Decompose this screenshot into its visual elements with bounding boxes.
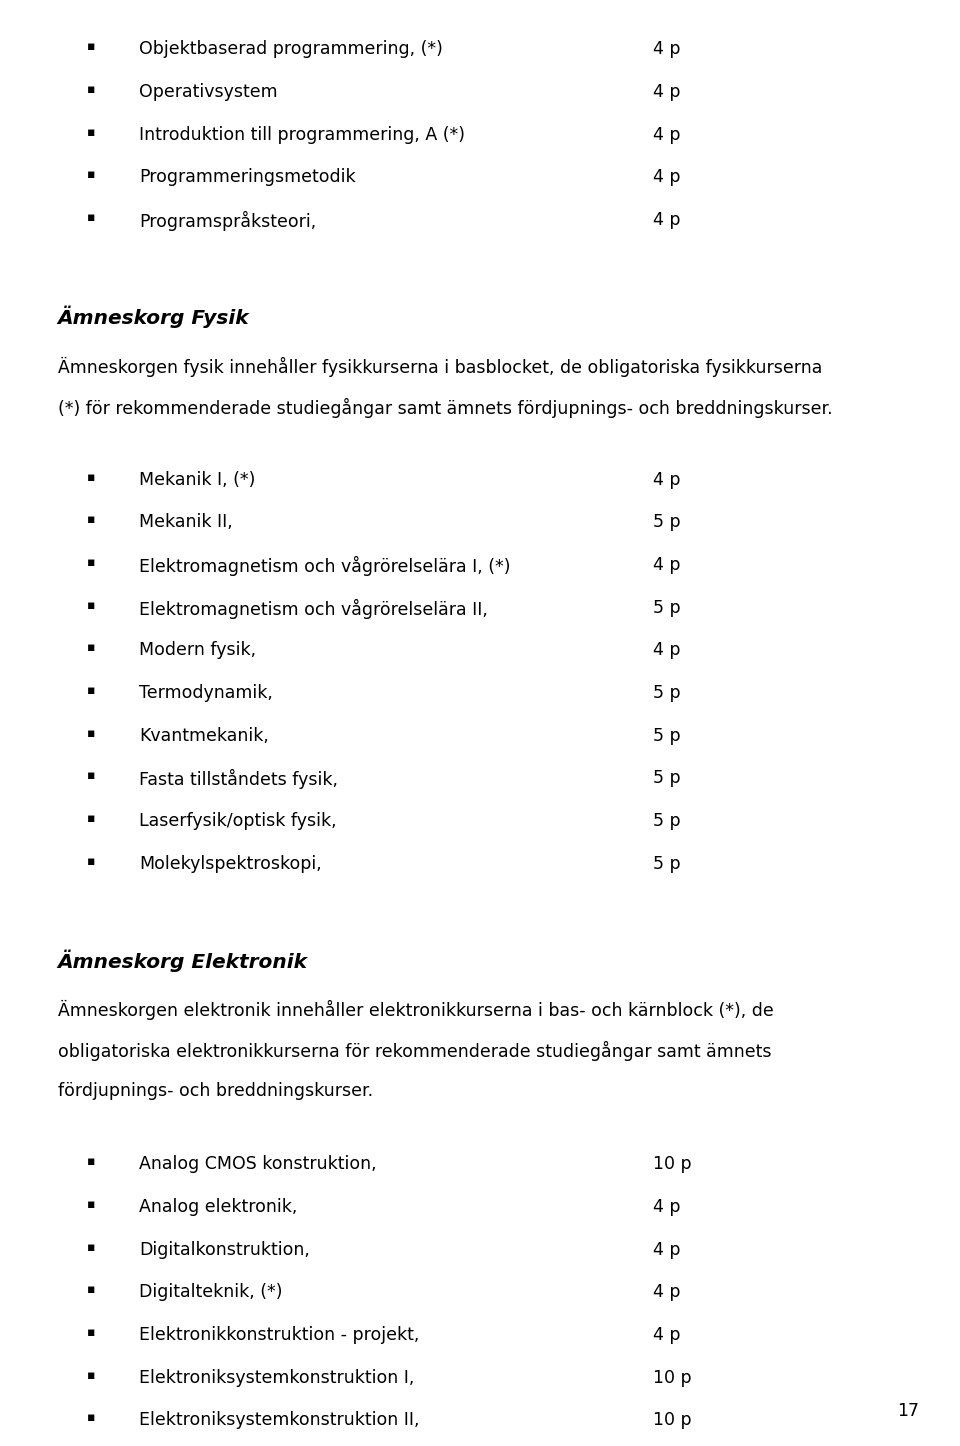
Text: 10 p: 10 p bbox=[653, 1155, 691, 1173]
Text: ▪: ▪ bbox=[87, 855, 95, 868]
Text: ▪: ▪ bbox=[87, 1411, 95, 1424]
Text: ▪: ▪ bbox=[87, 1326, 95, 1339]
Text: ▪: ▪ bbox=[87, 513, 95, 526]
Text: 5 p: 5 p bbox=[653, 726, 681, 745]
Text: Operativsystem: Operativsystem bbox=[139, 82, 277, 101]
Text: Modern fysik,: Modern fysik, bbox=[139, 641, 256, 659]
Text: 4 p: 4 p bbox=[653, 40, 681, 58]
Text: Digitalteknik, (*): Digitalteknik, (*) bbox=[139, 1283, 282, 1301]
Text: ▪: ▪ bbox=[87, 1283, 95, 1296]
Text: ▪: ▪ bbox=[87, 40, 95, 54]
Text: Ämneskorg Fysik: Ämneskorg Fysik bbox=[58, 305, 250, 328]
Text: 4 p: 4 p bbox=[653, 641, 681, 659]
Text: Kvantmekanik,: Kvantmekanik, bbox=[139, 726, 269, 745]
Text: Analog CMOS konstruktion,: Analog CMOS konstruktion, bbox=[139, 1155, 377, 1173]
Text: Elektromagnetism och vågrörelselära I, (*): Elektromagnetism och vågrörelselära I, (… bbox=[139, 555, 511, 576]
Text: 5 p: 5 p bbox=[653, 513, 681, 531]
Text: 10 p: 10 p bbox=[653, 1368, 691, 1387]
Text: 10 p: 10 p bbox=[653, 1411, 691, 1429]
Text: Programmeringsmetodik: Programmeringsmetodik bbox=[139, 168, 356, 187]
Text: ▪: ▪ bbox=[87, 168, 95, 181]
Text: 4 p: 4 p bbox=[653, 1283, 681, 1301]
Text: Objektbaserad programmering, (*): Objektbaserad programmering, (*) bbox=[139, 40, 444, 58]
Text: ▪: ▪ bbox=[87, 599, 95, 612]
Text: 4 p: 4 p bbox=[653, 211, 681, 228]
Text: ▪: ▪ bbox=[87, 1241, 95, 1254]
Text: Ämneskorgen elektronik innehåller elektronikkurserna i bas- och kärnblock (*), d: Ämneskorgen elektronik innehåller elektr… bbox=[58, 999, 774, 1019]
Text: (*) för rekommenderade studiegångar samt ämnets fördjupnings- och breddningskurs: (*) för rekommenderade studiegångar samt… bbox=[58, 398, 832, 418]
Text: Programspråksteori,: Programspråksteori, bbox=[139, 211, 317, 231]
Text: Laserfysik/optisk fysik,: Laserfysik/optisk fysik, bbox=[139, 811, 337, 830]
Text: Analog elektronik,: Analog elektronik, bbox=[139, 1197, 298, 1216]
Text: ▪: ▪ bbox=[87, 470, 95, 483]
Text: ▪: ▪ bbox=[87, 769, 95, 782]
Text: ▪: ▪ bbox=[87, 811, 95, 824]
Text: ▪: ▪ bbox=[87, 1197, 95, 1210]
Text: 4 p: 4 p bbox=[653, 82, 681, 101]
Text: 4 p: 4 p bbox=[653, 1241, 681, 1258]
Text: Elektroniksystemkonstruktion II,: Elektroniksystemkonstruktion II, bbox=[139, 1411, 420, 1429]
Text: ▪: ▪ bbox=[87, 1155, 95, 1168]
Text: Ämneskorg Elektronik: Ämneskorg Elektronik bbox=[58, 949, 307, 972]
Text: Fasta tillståndets fysik,: Fasta tillståndets fysik, bbox=[139, 769, 338, 790]
Text: 4 p: 4 p bbox=[653, 126, 681, 143]
Text: ▪: ▪ bbox=[87, 641, 95, 654]
Text: ▪: ▪ bbox=[87, 1368, 95, 1381]
Text: 4 p: 4 p bbox=[653, 1197, 681, 1216]
Text: Elektromagnetism och vågrörelselära II,: Elektromagnetism och vågrörelselära II, bbox=[139, 599, 488, 619]
Text: Mekanik II,: Mekanik II, bbox=[139, 513, 233, 531]
Text: Elektroniksystemkonstruktion I,: Elektroniksystemkonstruktion I, bbox=[139, 1368, 415, 1387]
Text: ▪: ▪ bbox=[87, 555, 95, 568]
Text: ▪: ▪ bbox=[87, 82, 95, 95]
Text: 17: 17 bbox=[898, 1403, 920, 1420]
Text: 4 p: 4 p bbox=[653, 1326, 681, 1343]
Text: 5 p: 5 p bbox=[653, 811, 681, 830]
Text: 5 p: 5 p bbox=[653, 769, 681, 787]
Text: Mekanik I, (*): Mekanik I, (*) bbox=[139, 470, 255, 489]
Text: fördjupnings- och breddningskurser.: fördjupnings- och breddningskurser. bbox=[58, 1082, 372, 1100]
Text: ▪: ▪ bbox=[87, 726, 95, 739]
Text: 5 p: 5 p bbox=[653, 855, 681, 872]
Text: Digitalkonstruktion,: Digitalkonstruktion, bbox=[139, 1241, 310, 1258]
Text: 4 p: 4 p bbox=[653, 168, 681, 187]
Text: ▪: ▪ bbox=[87, 684, 95, 697]
Text: ▪: ▪ bbox=[87, 126, 95, 139]
Text: 5 p: 5 p bbox=[653, 684, 681, 701]
Text: 5 p: 5 p bbox=[653, 599, 681, 616]
Text: Elektronikkonstruktion - projekt,: Elektronikkonstruktion - projekt, bbox=[139, 1326, 420, 1343]
Text: Molekylspektroskopi,: Molekylspektroskopi, bbox=[139, 855, 322, 872]
Text: Ämneskorgen fysik innehåller fysikkurserna i basblocket, de obligatoriska fysikk: Ämneskorgen fysik innehåller fysikkurser… bbox=[58, 356, 822, 376]
Text: obligatoriska elektronikkurserna för rekommenderade studiegångar samt ämnets: obligatoriska elektronikkurserna för rek… bbox=[58, 1041, 771, 1061]
Text: 4 p: 4 p bbox=[653, 555, 681, 574]
Text: Introduktion till programmering, A (*): Introduktion till programmering, A (*) bbox=[139, 126, 466, 143]
Text: Termodynamik,: Termodynamik, bbox=[139, 684, 273, 701]
Text: 4 p: 4 p bbox=[653, 470, 681, 489]
Text: ▪: ▪ bbox=[87, 211, 95, 224]
